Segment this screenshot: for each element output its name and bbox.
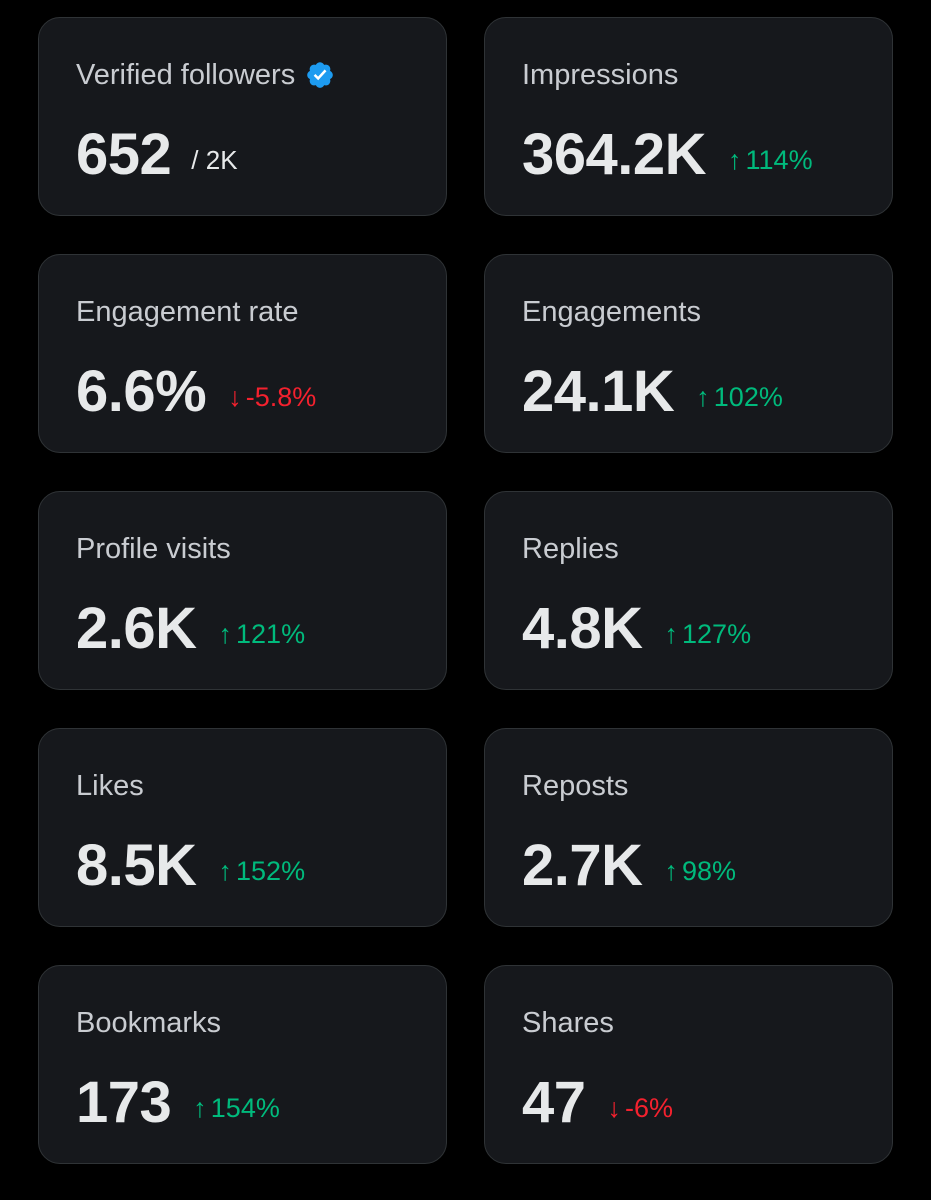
verified-badge-icon [305,60,335,90]
metric-card-shares[interactable]: Shares 47 ↓ -6% [484,965,893,1164]
metric-change-value: 121% [236,618,306,649]
metric-label: Engagements [522,296,701,328]
metric-value-row: 2.7K ↑ 98% [522,833,736,899]
arrow-down-icon: ↓ [228,381,242,412]
metric-value: 8.5K [76,833,197,898]
metric-label: Engagement rate [76,296,299,328]
metric-label: Likes [76,770,144,802]
metric-value: 2.6K [76,596,197,661]
metric-change-value: 127% [682,618,752,649]
metric-value-row: 2.6K ↑ 121% [76,596,305,662]
metrics-grid: Verified followers 652 / 2K Impressions … [38,17,893,1164]
metric-value: 364.2K [522,122,707,187]
metric-card-profile-visits[interactable]: Profile visits 2.6K ↑ 121% [38,491,447,690]
metric-label-row: Verified followers [76,57,335,93]
metric-card-impressions[interactable]: Impressions 364.2K ↑ 114% [484,17,893,216]
arrow-down-icon: ↓ [607,1092,622,1123]
metric-change: ↑ 152% [219,856,306,887]
arrow-up-icon: ↑ [728,144,742,175]
metric-value-row: 173 ↑ 154% [76,1070,280,1136]
arrow-up-icon: ↑ [218,618,233,649]
metric-value-row: 364.2K ↑ 114% [522,122,813,188]
metric-total: / 2K [191,144,238,175]
metric-card-bookmarks[interactable]: Bookmarks 173 ↑ 154% [38,965,447,1164]
metric-change: ↑ 114% [728,145,813,176]
metric-change: ↑ 127% [665,619,752,650]
metric-card-reposts[interactable]: Reposts 2.7K ↑ 98% [484,728,893,927]
metric-card-replies[interactable]: Replies 4.8K ↑ 127% [484,491,893,690]
metric-change-value: -5.8% [245,381,317,412]
metric-change-value: 114% [745,144,813,175]
metric-card-engagements[interactable]: Engagements 24.1K ↑ 102% [484,254,893,453]
metric-label: Replies [522,533,619,565]
metric-value: 24.1K [522,359,675,424]
metric-label: Impressions [522,59,679,91]
arrow-up-icon: ↑ [696,381,710,412]
metric-change: ↑ 154% [193,1093,280,1124]
metric-value: 2.7K [522,833,643,898]
metric-label: Reposts [522,770,629,802]
metric-label: Profile visits [76,533,231,565]
metric-value-row: 652 / 2K [76,122,238,188]
metric-value: 173 [76,1070,172,1135]
metric-value: 4.8K [522,596,643,661]
metric-change-value: 154% [210,1092,280,1123]
metric-value-row: 8.5K ↑ 152% [76,833,305,899]
metric-change: ↑ 121% [219,619,306,650]
metric-change: ↓ -5.8% [228,382,316,413]
metric-change: ↑ 98% [665,856,737,887]
metric-change-value: 102% [713,381,783,412]
metric-card-verified-followers[interactable]: Verified followers 652 / 2K [38,17,447,216]
metric-value: 652 [76,122,172,187]
arrow-up-icon: ↑ [664,855,679,886]
metric-change: ↓ -6% [608,1093,674,1124]
metric-change-value: 98% [682,855,737,886]
arrow-up-icon: ↑ [193,1092,207,1123]
metric-card-engagement-rate[interactable]: Engagement rate 6.6% ↓ -5.8% [38,254,447,453]
metric-value-row: 4.8K ↑ 127% [522,596,751,662]
arrow-up-icon: ↑ [664,618,679,649]
metric-change-value: -6% [625,1092,674,1123]
metric-label: Bookmarks [76,1007,222,1039]
arrow-up-icon: ↑ [218,855,233,886]
metric-value: 6.6% [76,359,207,424]
metric-label: Shares [522,1007,614,1039]
metric-change: ↑ 102% [696,382,783,413]
metric-change-value: 152% [236,855,306,886]
metric-value-row: 47 ↓ -6% [522,1070,673,1136]
metric-value-row: 6.6% ↓ -5.8% [76,359,316,425]
metric-card-likes[interactable]: Likes 8.5K ↑ 152% [38,728,447,927]
metric-label: Verified followers [76,59,296,91]
metric-value-row: 24.1K ↑ 102% [522,359,783,425]
metric-value: 47 [522,1070,586,1135]
